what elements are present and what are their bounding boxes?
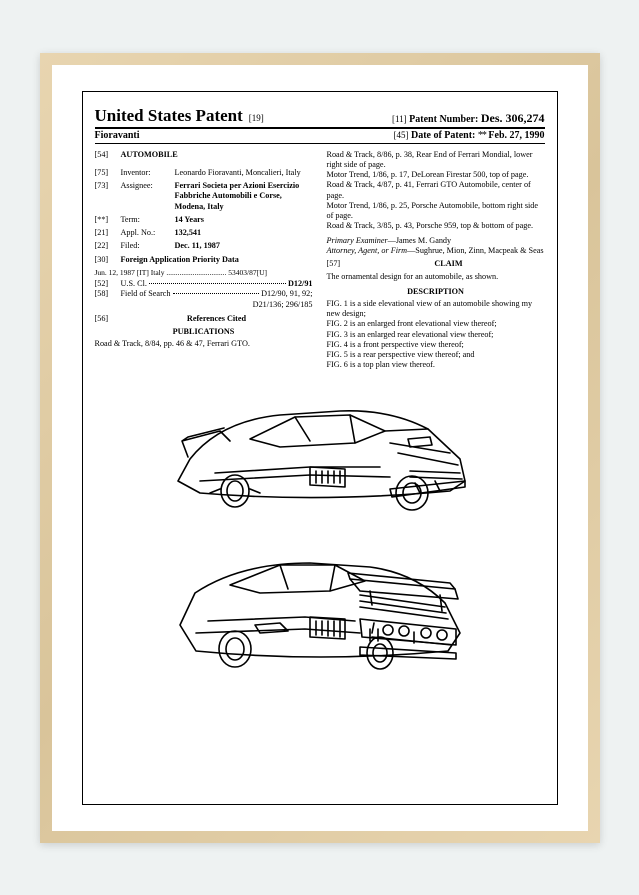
refs-title: References Cited — [121, 314, 313, 324]
inventor-label: Inventor: — [121, 168, 175, 178]
fig-2: FIG. 2 is an enlarged front elevational … — [327, 319, 545, 329]
uscl-label: U.S. Cl. — [121, 279, 147, 289]
examiner-label: Primary Examiner — [327, 236, 388, 245]
filed-label: Filed: — [121, 241, 175, 251]
patent-subheader: Fioravanti [45] Date of Patent: ** Feb. … — [95, 129, 545, 144]
pub-1: Road & Track, 8/84, pp. 46 & 47, Ferrari… — [95, 339, 313, 349]
fig-4: FIG. 4 is a front perspective view there… — [327, 340, 545, 350]
appl-value: 132,541 — [175, 228, 313, 238]
pub-6: Road & Track, 3/85, p. 43, Porsche 959, … — [327, 221, 545, 231]
fig-6: FIG. 6 is a top plan view thereof. — [327, 360, 545, 370]
code-term: [**] — [95, 215, 121, 225]
code-21: [21] — [95, 228, 121, 238]
invention-title: AUTOMOBILE — [121, 150, 178, 160]
description-title: DESCRIPTION — [327, 287, 545, 297]
date-code: [45] — [393, 130, 408, 140]
search-cont: D21/136; 296/185 — [95, 300, 313, 310]
attorney-label: Attorney, Agent, or Firm — [327, 246, 408, 255]
pub-4: Road & Track, 4/87, p. 41, Ferrari GTO A… — [327, 180, 545, 201]
examiner-value: —James M. Gandy — [388, 236, 451, 245]
code-52: [52] — [95, 279, 121, 289]
right-column: Road & Track, 8/86, p. 38, Rear End of F… — [327, 150, 545, 371]
left-column: [54] AUTOMOBILE [75] Inventor: Leonardo … — [95, 150, 313, 371]
appl-label: Appl. No.: — [121, 228, 175, 238]
code-30: [30] — [95, 255, 121, 265]
patent-header: United States Patent [19] [11] Patent Nu… — [95, 106, 545, 129]
pubs-title: PUBLICATIONS — [95, 327, 313, 337]
wood-frame: United States Patent [19] [11] Patent Nu… — [40, 53, 600, 843]
patent-number-code: [11] — [392, 114, 407, 124]
term-value: 14 Years — [175, 215, 313, 225]
code-54: [54] — [95, 150, 121, 165]
code-58: [58] — [95, 289, 121, 299]
code-22: [22] — [95, 241, 121, 251]
date-label: Date of Patent: — [411, 130, 475, 141]
search-label: Field of Search — [121, 289, 171, 299]
inventor-value: Leonardo Fioravanti, Moncalieri, Italy — [175, 168, 313, 178]
car-front-perspective-icon — [160, 381, 480, 521]
fig-1: FIG. 1 is a side elevational view of an … — [327, 299, 545, 320]
patent-sheet: United States Patent [19] [11] Patent Nu… — [82, 91, 558, 805]
date-value: Feb. 27, 1990 — [488, 130, 544, 141]
assignee-label: Assignee: — [121, 181, 175, 212]
patent-title: United States Patent — [95, 106, 243, 126]
claim-text: The ornamental design for an automobile,… — [327, 272, 545, 282]
inventor-surname: Fioravanti — [95, 130, 140, 141]
foreign-row: Jun. 12, 1987 [IT] Italy ...............… — [95, 268, 313, 277]
claim-title: CLAIM — [353, 259, 545, 269]
code-57: [57] — [327, 259, 353, 269]
code-73: [73] — [95, 181, 121, 212]
pub-3: Motor Trend, 1/86, p. 17, DeLorean Fires… — [327, 170, 545, 180]
car-rear-perspective-icon — [160, 533, 480, 683]
patent-drawings — [95, 381, 545, 683]
fig-5: FIG. 5 is a rear perspective view thereo… — [327, 350, 545, 360]
assignee-value: Ferrari Societa per Azioni Esercizio Fab… — [175, 181, 313, 212]
body-columns: [54] AUTOMOBILE [75] Inventor: Leonardo … — [95, 150, 545, 371]
fig-3: FIG. 3 is an enlarged rear elevational v… — [327, 330, 545, 340]
foreign-title: Foreign Application Priority Data — [121, 255, 239, 265]
pub-5: Motor Trend, 1/86, p. 25, Porsche Automo… — [327, 201, 545, 222]
search-value: D12/90, 91, 92; — [261, 289, 312, 299]
patent-number-value: Des. 306,274 — [481, 111, 545, 125]
date-stars: ** — [478, 130, 486, 141]
uscl-value: D12/91 — [288, 279, 313, 289]
patent-number-label: Patent Number: — [409, 114, 478, 125]
code-75: [75] — [95, 168, 121, 178]
title-code: [19] — [249, 113, 264, 123]
filed-value: Dec. 11, 1987 — [175, 241, 313, 251]
attorney-value: —Sughrue, Mion, Zinn, Macpeak & Seas — [407, 246, 543, 255]
term-label: Term: — [121, 215, 175, 225]
code-56: [56] — [95, 314, 121, 324]
mat-board: United States Patent [19] [11] Patent Nu… — [52, 65, 588, 831]
pub-2: Road & Track, 8/86, p. 38, Rear End of F… — [327, 150, 545, 171]
